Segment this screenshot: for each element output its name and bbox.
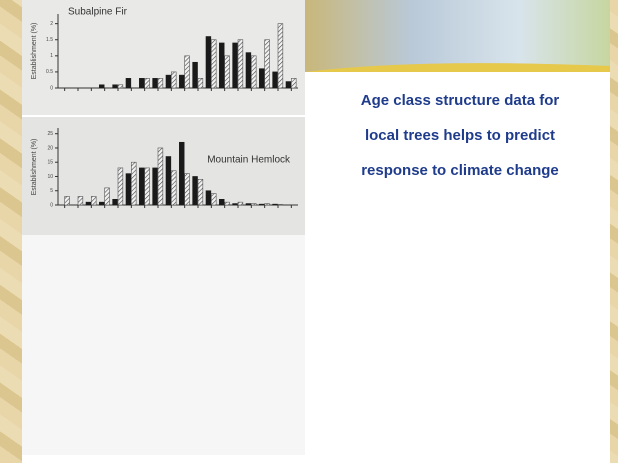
bar	[265, 204, 270, 205]
chart-title: Mountain Hemlock	[207, 155, 291, 166]
bar	[86, 202, 91, 205]
bar	[219, 43, 224, 88]
bar	[65, 196, 70, 205]
bar	[179, 75, 184, 88]
bar	[99, 85, 104, 88]
bar	[158, 78, 163, 88]
bar	[273, 72, 278, 88]
bar	[193, 176, 198, 205]
y-tick-label: 10	[47, 174, 53, 180]
bar	[139, 78, 144, 88]
bar	[233, 204, 238, 205]
caption-line: local trees helps to predict	[365, 127, 555, 144]
bar	[91, 196, 96, 205]
bar	[291, 78, 296, 88]
bar	[233, 43, 238, 88]
bar	[198, 78, 203, 88]
bar	[105, 188, 110, 205]
y-tick-label: 0	[50, 202, 53, 208]
bar	[193, 62, 198, 88]
bar	[185, 174, 190, 205]
bar	[238, 40, 243, 88]
bar	[278, 204, 283, 205]
chart-title: Subalpine Fir	[68, 7, 128, 18]
banner	[305, 0, 610, 72]
y-tick-label: 0	[50, 85, 53, 91]
y-tick-label: 15	[47, 160, 53, 166]
bar	[211, 40, 216, 88]
bar	[219, 199, 224, 205]
bar	[273, 204, 278, 205]
bar	[251, 204, 256, 205]
figure-panel	[22, 117, 305, 235]
y-tick-label: 2	[50, 21, 53, 27]
bar	[78, 196, 83, 205]
caption-line: response to climate change	[361, 162, 559, 179]
y-tick-label: 1.5	[46, 37, 53, 43]
bar	[238, 202, 243, 205]
bar	[99, 202, 104, 205]
bar	[118, 85, 123, 88]
figure-panel	[22, 0, 305, 115]
bar	[259, 69, 264, 88]
bar	[246, 204, 251, 205]
y-tick-label: 0.5	[46, 69, 53, 75]
bar	[225, 56, 230, 88]
y-axis-label: Establishment (%)	[31, 139, 38, 196]
bar	[171, 72, 176, 88]
bar	[153, 168, 158, 205]
bar	[145, 168, 150, 205]
bar	[211, 194, 216, 205]
bar	[171, 171, 176, 205]
bar	[185, 56, 190, 88]
bar	[166, 157, 171, 205]
blank-panel	[22, 235, 305, 455]
bar	[139, 168, 144, 205]
bar	[166, 75, 171, 88]
y-tick-label: 5	[50, 188, 53, 194]
bar	[198, 179, 203, 205]
y-tick-label: 25	[47, 131, 53, 137]
bar	[113, 85, 118, 88]
bar	[278, 24, 283, 88]
bar	[206, 191, 211, 205]
y-axis-label: Establishment (%)	[31, 23, 38, 80]
bar	[259, 204, 264, 205]
bar	[225, 202, 230, 205]
slide-canvas: 0 0.5 1 1.5 2 Subalpine Fir Establishment (%) 0…	[0, 0, 618, 463]
bar	[206, 37, 211, 88]
bar	[153, 78, 158, 88]
caption-line: Age class structure data for	[361, 92, 560, 109]
bar	[145, 78, 150, 88]
y-tick-label: 20	[47, 145, 53, 151]
bar	[286, 82, 291, 88]
bar	[246, 53, 251, 88]
bar	[131, 162, 136, 205]
bar	[118, 168, 123, 205]
bar	[265, 40, 270, 88]
bar	[179, 142, 184, 205]
y-tick-label: 1	[50, 53, 53, 59]
bar	[126, 78, 131, 88]
bar	[113, 199, 118, 205]
slide: 0 0.5 1 1.5 2 Subalpine Fir Establishment (%) 0…	[0, 0, 618, 463]
bar	[158, 148, 163, 205]
bar	[251, 56, 256, 88]
bar	[126, 174, 131, 205]
